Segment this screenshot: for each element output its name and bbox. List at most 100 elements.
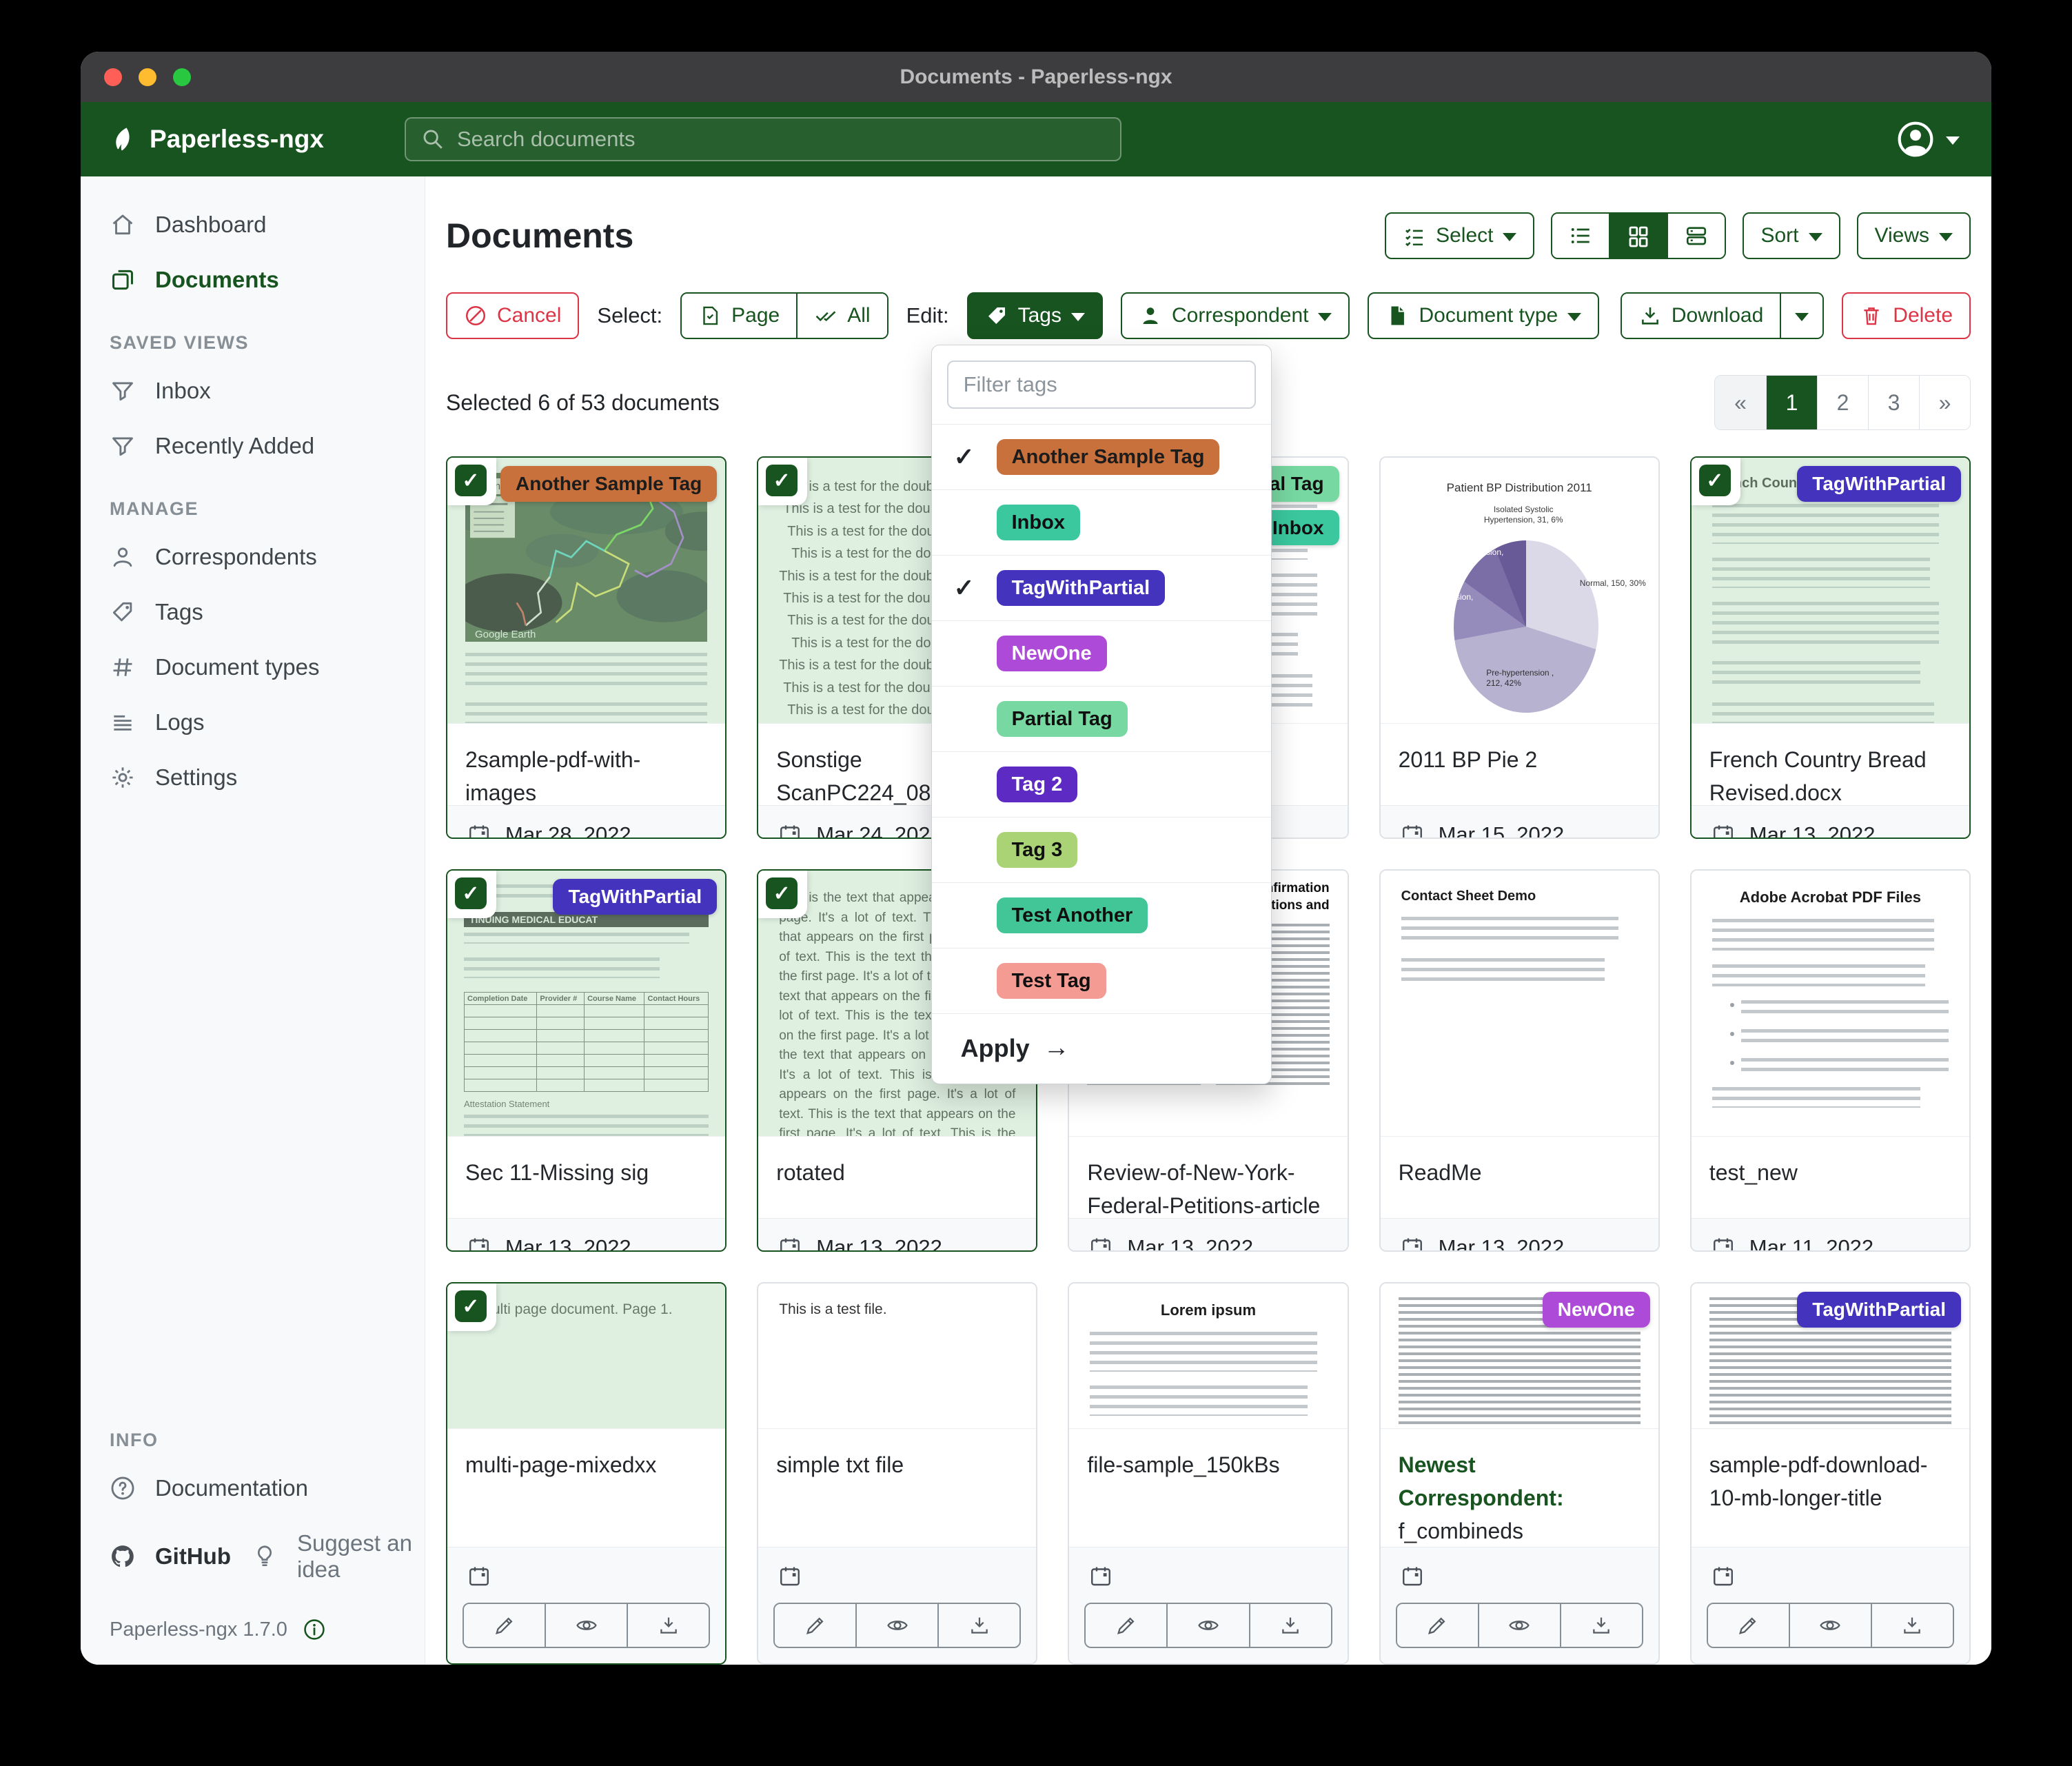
edit-document-button[interactable] <box>1707 1604 1789 1647</box>
close-window-button[interactable] <box>104 68 122 86</box>
download-document-button[interactable] <box>1559 1604 1642 1647</box>
pagination-page-3[interactable]: 3 <box>1868 376 1919 429</box>
document-thumbnail[interactable]: Contact Sheet Demo <box>1381 871 1658 1136</box>
edit-correspondent-button[interactable]: Correspondent <box>1121 292 1350 339</box>
download-document-button[interactable] <box>937 1604 1020 1647</box>
document-title[interactable]: multi-page-mixedxx <box>465 1452 657 1477</box>
view-document-button[interactable] <box>1788 1604 1871 1647</box>
tags-dropdown: ✓ Another Sample Tag Inbox ✓ TagWithPartial N… <box>931 345 1272 1084</box>
sidebar-item-recently-added[interactable]: Recently Added <box>81 418 425 474</box>
delete-button[interactable]: Delete <box>1842 292 1971 339</box>
document-thumbnail[interactable]: This is a test for the double spa This is… <box>779 479 984 718</box>
select-all-button[interactable]: All <box>796 294 887 338</box>
user-menu[interactable] <box>1896 120 1991 159</box>
zoom-window-button[interactable] <box>173 68 191 86</box>
filter-tags-input[interactable] <box>962 372 1241 398</box>
download-button[interactable]: Download <box>1621 294 1780 338</box>
sort-button[interactable]: Sort <box>1743 212 1840 259</box>
tag-option[interactable]: Test Another <box>931 882 1271 948</box>
tag-option[interactable]: ✓ Another Sample Tag <box>931 424 1271 489</box>
document-correspondent[interactable]: Newest Correspondent: <box>1398 1452 1564 1510</box>
sidebar-item-logs[interactable]: Logs <box>81 695 425 750</box>
card-checkbox[interactable]: ✓ <box>447 458 496 505</box>
edit-document-button[interactable] <box>1396 1604 1478 1647</box>
edit-document-button[interactable] <box>1086 1604 1167 1647</box>
document-title[interactable]: Sec 11-Missing sig <box>465 1160 649 1185</box>
view-document-button[interactable] <box>545 1604 627 1647</box>
select-dropdown-button[interactable]: Select <box>1385 212 1535 259</box>
edit-document-type-button[interactable]: Document type <box>1368 292 1600 339</box>
sidebar-item-tags[interactable]: Tags <box>81 585 425 640</box>
document-title[interactable]: 2011 BP Pie 2 <box>1398 747 1538 772</box>
page-check-icon <box>698 304 722 327</box>
tag-option[interactable]: ✓ TagWithPartial <box>931 555 1271 620</box>
sidebar-item-correspondents[interactable]: Correspondents <box>81 529 425 585</box>
tag-option[interactable]: Partial Tag <box>931 686 1271 751</box>
tag-option[interactable]: Inbox <box>931 489 1271 555</box>
card-checkbox[interactable]: ✓ <box>447 1283 496 1331</box>
edit-label: Edit: <box>906 303 949 327</box>
tag-option[interactable]: Tag 2 <box>931 751 1271 817</box>
download-document-button[interactable] <box>1870 1604 1953 1647</box>
document-title[interactable]: sample-pdf-download-10-mb-longer-title <box>1709 1452 1928 1510</box>
pagination-page-2[interactable]: 2 <box>1817 376 1868 429</box>
document-title[interactable]: Review-of-New-York-Federal-Petitions-art… <box>1087 1160 1321 1218</box>
document-title[interactable]: simple txt file <box>776 1452 904 1477</box>
document-thumbnail[interactable]: French Country Bread <box>1692 458 1969 723</box>
card-checkbox[interactable]: ✓ <box>1691 458 1740 505</box>
document-title[interactable]: 2sample-pdf-with-images <box>465 747 641 805</box>
views-button[interactable]: Views <box>1856 212 1971 259</box>
sidebar-item-suggest-idea[interactable]: Suggest an idea <box>231 1516 425 1597</box>
tag-option[interactable]: NewOne <box>931 620 1271 686</box>
document-thumbnail[interactable]: Adobe Acrobat PDF Files <box>1692 871 1969 1136</box>
pagination-page-1[interactable]: 1 <box>1766 376 1817 429</box>
search-input[interactable] <box>456 126 1105 152</box>
document-title[interactable]: file-sample_150kBs <box>1087 1452 1280 1477</box>
document-title[interactable]: French Country Bread Revised.docx <box>1709 747 1927 805</box>
window-title: Documents - Paperless-ngx <box>900 65 1172 88</box>
document-title[interactable]: Newest Correspondent: f_combineds <box>1381 1429 1658 1547</box>
view-grid-button[interactable] <box>1609 214 1667 258</box>
document-thumbnail[interactable]: This is a test file. <box>758 1283 1036 1428</box>
tag-badge: TagWithPartial <box>1797 466 1961 502</box>
edit-tags-button[interactable]: Tags <box>966 292 1103 339</box>
sidebar-item-documents[interactable]: Documents <box>81 252 425 307</box>
document-thumbnail[interactable]: Patient BP Distribution 2011 Normal, 150,… <box>1381 458 1658 723</box>
document-title[interactable]: test_new <box>1709 1160 1798 1185</box>
card-checkbox[interactable]: ✓ <box>447 871 496 918</box>
card-checkbox[interactable]: ✓ <box>758 458 808 505</box>
edit-document-button[interactable] <box>775 1604 856 1647</box>
sidebar-item-documentation[interactable]: Documentation <box>81 1461 425 1516</box>
info-icon[interactable] <box>303 1618 326 1641</box>
sidebar-item-settings[interactable]: Settings <box>81 750 425 805</box>
document-thumbnail[interactable]: a multi page document. Page 1. <box>447 1283 725 1428</box>
pagination-next[interactable]: » <box>1919 376 1970 429</box>
sidebar-item-inbox[interactable]: Inbox <box>81 363 425 418</box>
sidebar-item-document-types[interactable]: Document types <box>81 640 425 695</box>
download-document-button[interactable] <box>1248 1604 1331 1647</box>
document-thumbnail[interactable]: Lorem ipsum <box>1069 1283 1347 1428</box>
document-title[interactable]: ReadMe <box>1398 1160 1482 1185</box>
view-document-button[interactable] <box>855 1604 938 1647</box>
card-checkbox[interactable]: ✓ <box>758 871 808 918</box>
cancel-button[interactable]: Cancel <box>446 292 580 339</box>
pagination-prev[interactable]: « <box>1715 376 1766 429</box>
download-document-button[interactable] <box>627 1604 709 1647</box>
download-options-button[interactable] <box>1780 294 1823 338</box>
download-icon <box>1900 1614 1924 1637</box>
sidebar-item-github[interactable]: GitHub <box>81 1529 231 1584</box>
document-title[interactable]: rotated <box>776 1160 845 1185</box>
navbar: Paperless-ngx <box>81 102 1991 176</box>
view-document-button[interactable] <box>1477 1604 1560 1647</box>
edit-document-button[interactable] <box>464 1604 545 1647</box>
tag-option[interactable]: Tag 3 <box>931 817 1271 882</box>
sidebar-item-dashboard[interactable]: Dashboard <box>81 197 425 252</box>
view-list-button[interactable] <box>1552 214 1609 258</box>
select-page-button[interactable]: Page <box>682 294 797 338</box>
apply-tags-button[interactable]: Apply → <box>931 1013 1271 1084</box>
minimize-window-button[interactable] <box>139 68 156 86</box>
tag-option[interactable]: Test Tag <box>931 948 1271 1013</box>
view-document-button[interactable] <box>1166 1604 1249 1647</box>
view-detail-button[interactable] <box>1667 214 1725 258</box>
app-brand[interactable]: Paperless-ngx <box>81 125 405 154</box>
